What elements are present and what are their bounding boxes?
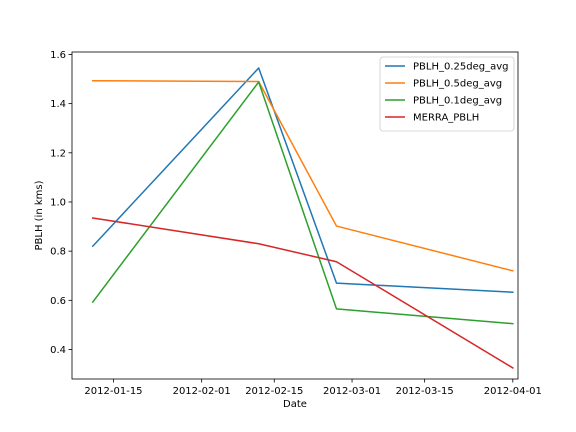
legend-box — [379, 56, 515, 132]
y-axis-label: PBLH (in kms) — [34, 180, 45, 250]
y-tick-label: 0.8 — [50, 247, 66, 258]
legend-label-1: PBLH_0.5deg_avg — [413, 79, 502, 90]
x-axis-label: Date — [283, 399, 307, 410]
series-line-0 — [91, 67, 514, 293]
y-tick-label: 1.4 — [50, 99, 66, 110]
y-tick-label: 0.6 — [50, 296, 66, 307]
y-tick-label: 0.4 — [50, 345, 66, 356]
y-axis-ticks: 0.4 0.6 0.8 1.0 1.2 1.4 1.6 — [50, 50, 72, 356]
y-tick-label: 1.0 — [50, 197, 66, 208]
x-tick-label: 2012-01-15 — [84, 386, 142, 397]
x-tick-label: 2012-02-15 — [245, 386, 303, 397]
series-line-2 — [91, 81, 514, 325]
legend-label-0: PBLH_0.25deg_avg — [413, 62, 509, 73]
x-tick-label: 2012-03-01 — [323, 386, 381, 397]
legend-label-2: PBLH_0.1deg_avg — [413, 96, 502, 107]
legend-label-3: MERRA_PBLH — [413, 113, 479, 124]
axes-layer — [71, 51, 519, 380]
series-line-3 — [91, 217, 514, 369]
x-axis-ticks: 2012-01-15 2012-02-01 2012-02-15 2012-03-01… — [84, 379, 542, 397]
series-line-1 — [91, 80, 514, 272]
y-tick-label: 1.2 — [50, 148, 66, 159]
x-tick-label: 2012-04-01 — [484, 386, 542, 397]
y-tick-label: 1.6 — [50, 50, 66, 61]
legend: PBLH_0.25deg_avg PBLH_0.5deg_avg PBLH_0.1d… — [379, 56, 515, 132]
plot-frame — [71, 51, 519, 380]
series-layer — [91, 67, 514, 369]
x-tick-label: 2012-03-15 — [396, 386, 454, 397]
x-tick-label: 2012-02-01 — [173, 386, 231, 397]
